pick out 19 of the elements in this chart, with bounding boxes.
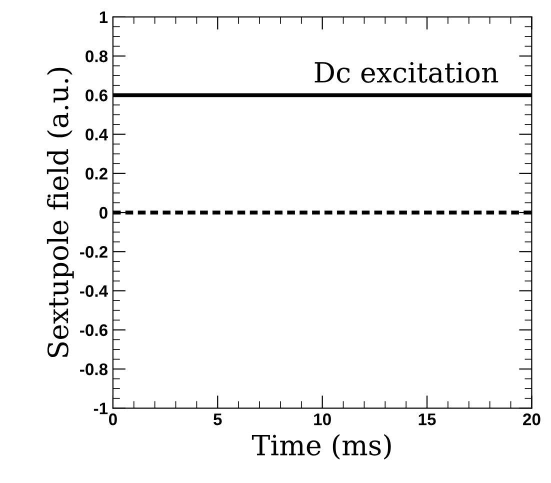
x-axis-title: Time (ms) [252,434,391,460]
y-tick-label: 0.8 [86,50,108,62]
y-tick-label: -0.8 [80,363,108,376]
y-tick-label: 0.6 [86,90,108,102]
x-tick-label: 10 [314,413,331,426]
x-tick-label: 0 [108,413,117,426]
x-tick-label: 5 [214,414,222,426]
annotation: Dc excitation [314,62,498,83]
y-tick-label: 1 [100,11,108,23]
y-tick-label: -0.6 [80,324,108,336]
x-tick-label: 15 [418,414,436,426]
y-axis-title: Sextupole field (a.u.) [46,68,74,358]
y-tick-label: 0 [99,206,108,219]
y-tick-label: 0.2 [86,168,108,180]
y-tick-label: -1 [94,402,108,414]
y-tick-label: -0.2 [80,246,108,258]
y-tick-label: 0.4 [86,128,108,140]
y-tick-label: -0.4 [80,285,108,297]
x-tick-label: 20 [523,413,540,426]
